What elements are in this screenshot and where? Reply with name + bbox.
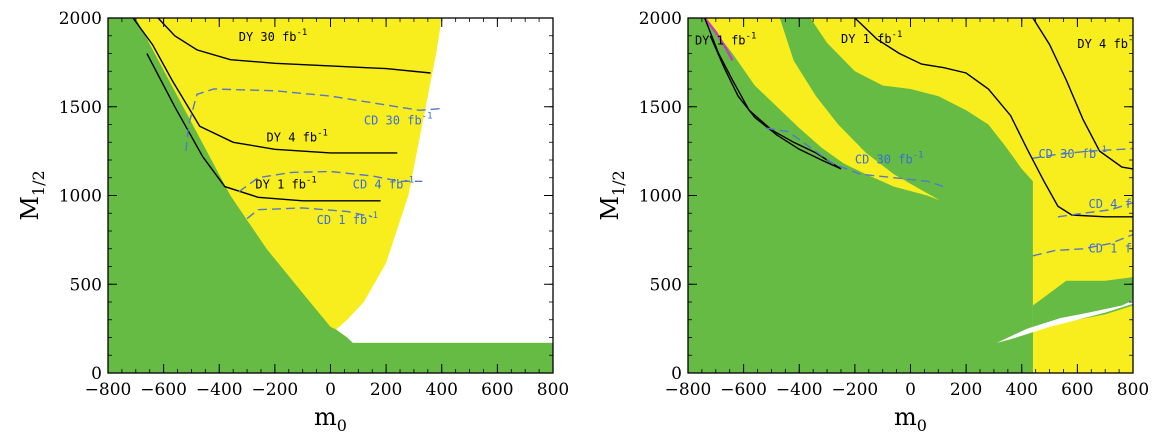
y-tick-label: 0 — [671, 364, 682, 384]
dy-contour-3 — [146, 53, 381, 202]
cd-contour-6 — [1032, 147, 1133, 159]
y-axis-label: M1/2 — [596, 170, 628, 220]
x-tick-label: 800 — [1117, 380, 1149, 400]
cd-label-5: CD 4 fb-1 — [353, 175, 414, 191]
cd-label-6: CD 30 fb-1 — [1038, 145, 1107, 161]
dy-contour-2 — [1032, 18, 1133, 170]
dy-contour-4 — [709, 35, 842, 170]
plot-area: DY 30 fb-1 DY 4 fb-1 DY 1 fb-1 CD 30 fb-1 CD… — [108, 18, 553, 373]
cd-contour-4 — [185, 88, 442, 152]
x-tick-label: 800 — [537, 380, 569, 400]
x-tick-label: −400 — [776, 380, 823, 400]
dy-contour-2 — [132, 18, 398, 154]
excluded-region-white — [996, 300, 1133, 343]
y-tick-label: 2000 — [639, 9, 682, 29]
x-tick-label: 200 — [370, 380, 402, 400]
cd-label-5: CD 30 fb-1 — [855, 151, 924, 167]
x-tick-label: 400 — [426, 380, 458, 400]
x-tick-label: 400 — [1006, 380, 1038, 400]
y-tick-label: 1500 — [639, 98, 682, 118]
y-tick-label: 1000 — [639, 187, 682, 207]
excluded-region-green-left — [688, 18, 1033, 373]
x-tick-label: −400 — [196, 380, 243, 400]
excluded-region-green-right — [993, 277, 1133, 373]
dy-label-1: DY 1 fb-1 — [841, 30, 902, 46]
panel-1: DY 30 fb-1 DY 4 fb-1 DY 1 fb-1 CD 30 fb-1 CD… — [16, 9, 569, 432]
plot-area: DY 1 fb-1 DY 4 fb-1 DY 1 fb-1 CD 30 fb-1 CD … — [688, 18, 1150, 373]
dy-label-3: DY 1 fb-1 — [255, 175, 316, 191]
x-tick-label: 200 — [950, 380, 982, 400]
panel-2: DY 1 fb-1 DY 4 fb-1 DY 1 fb-1 CD 30 fb-1 CD … — [596, 9, 1150, 432]
cd-label-4: CD 30 fb-1 — [364, 112, 433, 128]
x-tick-label: −800 — [85, 380, 132, 400]
dy-contour-3 — [704, 18, 842, 170]
excluded-region-white — [336, 18, 553, 343]
y-tick-label: 2000 — [59, 9, 102, 29]
x-tick-label: −200 — [252, 380, 299, 400]
dy-contour-1 — [157, 18, 431, 74]
x-tick-label: 600 — [1061, 380, 1093, 400]
x-tick-label: 600 — [481, 380, 513, 400]
y-tick-label: 500 — [70, 275, 102, 295]
x-axis-label: m0 — [314, 403, 347, 432]
dy-label-2: DY 4 fb-1 — [267, 128, 328, 144]
x-tick-label: 0 — [905, 380, 916, 400]
dy-label-1: DY 30 fb-1 — [239, 28, 308, 44]
x-tick-label: 0 — [325, 380, 336, 400]
y-tick-label: 0 — [91, 364, 102, 384]
x-tick-label: −600 — [140, 380, 187, 400]
dy-label-3: DY 1 fb-1 — [695, 32, 756, 48]
y-tick-label: 500 — [650, 275, 682, 295]
cd-contour-5 — [765, 127, 945, 188]
cd-label-7: CD 4 fb-1 — [1089, 195, 1150, 211]
x-tick-label: −800 — [665, 380, 712, 400]
y-tick-label: 1500 — [59, 98, 102, 118]
x-tick-label: −200 — [832, 380, 879, 400]
cd-contour-8 — [1032, 233, 1133, 257]
excluded-region-green — [108, 18, 553, 373]
boundary-magenta — [703, 18, 734, 62]
dy-contour-1 — [854, 18, 1133, 218]
cd-label-6: CD 1 fb-1 — [317, 211, 378, 227]
y-axis-label: M1/2 — [16, 170, 48, 220]
dy-label-2: DY 4 fb-1 — [1077, 35, 1138, 51]
cd-label-8: CD 1 fb-1 — [1089, 239, 1150, 255]
x-tick-label: −600 — [720, 380, 767, 400]
y-tick-label: 1000 — [59, 187, 102, 207]
cd-contour-6 — [246, 207, 373, 220]
x-axis-label: m0 — [894, 403, 927, 432]
